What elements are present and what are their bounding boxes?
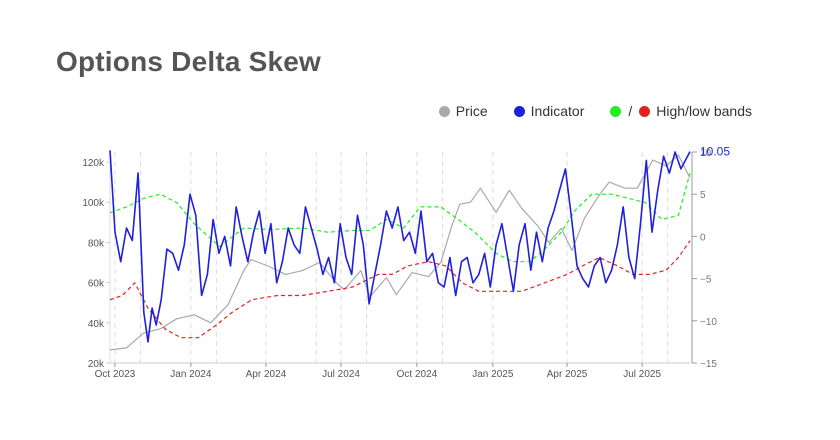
legend-label-indicator: Indicator	[530, 103, 585, 119]
right-tick-label: −15	[700, 359, 717, 370]
price-legend-dot	[438, 105, 450, 117]
tick-labels: 20k 40k 60k 80k 100k 120k −15 −10 −5 0 5 10 Oct 2023…	[82, 145, 730, 380]
legend-item-bands[interactable]: / High/low bands	[610, 103, 752, 119]
grid-lines	[114, 152, 669, 363]
series-lines	[109, 150, 691, 351]
high-band-line	[109, 172, 691, 263]
right-tick-label: −10	[700, 317, 717, 328]
left-tick-label: 80k	[88, 238, 105, 249]
low-band-legend-dot	[639, 105, 651, 117]
right-tick-label: 0	[700, 232, 706, 243]
indicator-last-value-label: 10.05	[700, 145, 730, 159]
x-tick-label: Oct 2023	[95, 369, 136, 380]
x-tick-label: Jan 2024	[170, 369, 212, 380]
x-tick-label: Jul 2025	[623, 369, 661, 380]
right-tick-label: −5	[700, 275, 712, 286]
legend-item-indicator[interactable]: Indicator	[513, 103, 585, 119]
left-tick-label: 100k	[82, 198, 105, 209]
axes	[106, 151, 697, 367]
right-tick-label: 10	[700, 148, 712, 159]
legend-label-price: Price	[455, 103, 488, 119]
indicator-legend-dot	[513, 105, 525, 117]
x-tick-label: Apr 2025	[547, 369, 588, 380]
indicator-line	[109, 150, 691, 343]
left-tick-label: 60k	[88, 279, 105, 290]
chart-title: Options Delta Skew	[56, 46, 321, 77]
x-tick-label: Jan 2025	[472, 369, 514, 380]
legend-separator: /	[628, 103, 633, 119]
right-tick-label: 5	[700, 190, 706, 201]
legend: Price Indicator / High/low bands	[438, 103, 752, 119]
price-line	[109, 154, 691, 351]
legend-label-bands: High/low bands	[656, 103, 752, 119]
x-tick-label: Oct 2024	[397, 369, 438, 380]
x-tick-label: Apr 2024	[246, 369, 287, 380]
legend-item-price[interactable]: Price	[438, 103, 488, 119]
left-tick-label: 20k	[88, 359, 105, 370]
left-tick-label: 120k	[82, 158, 105, 169]
high-band-legend-dot	[610, 105, 622, 117]
left-tick-label: 40k	[88, 319, 105, 330]
x-tick-label: Jul 2024	[322, 369, 360, 380]
